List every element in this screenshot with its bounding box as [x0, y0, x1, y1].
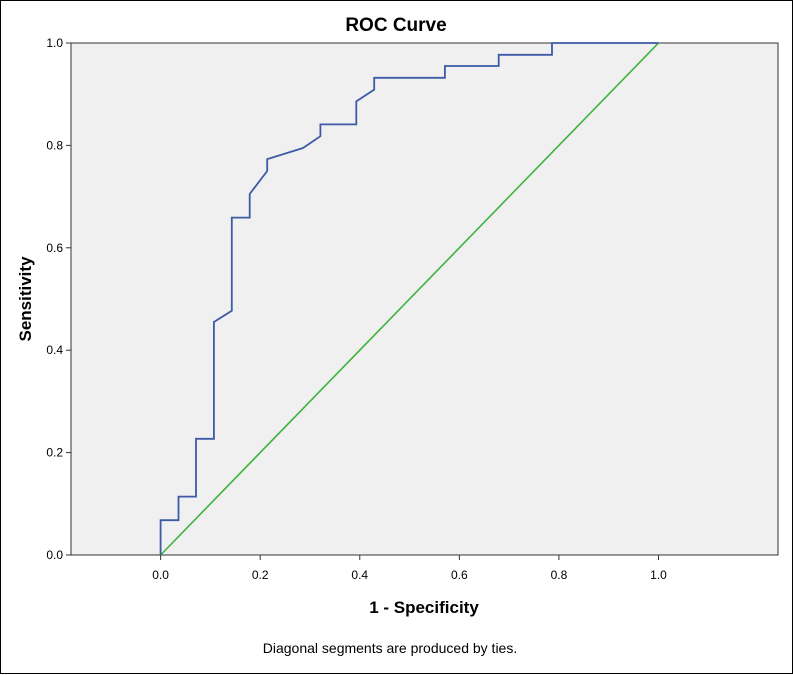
chart-title: ROC Curve — [345, 15, 446, 36]
y-tick-label: 0.0 — [46, 548, 63, 562]
y-tick-label: 0.4 — [46, 343, 63, 357]
roc-curve-line — [159, 42, 659, 555]
y-tick-label: 0.6 — [46, 241, 63, 255]
x-tick-label: 0.4 — [351, 568, 368, 582]
x-tick-label: 0.6 — [451, 568, 468, 582]
x-tick-label: 0.2 — [252, 568, 269, 582]
x-tick-label: 0.8 — [551, 568, 568, 582]
x-tick-label: 0.0 — [152, 568, 169, 582]
y-tick-label: 0.8 — [46, 138, 63, 152]
plot-area — [70, 42, 779, 556]
y-axis: 0.0 0.2 0.4 0.6 0.8 1.0 — [46, 36, 71, 562]
x-tick-label: 1.0 — [650, 568, 667, 582]
y-axis-title: Sensitivity — [16, 256, 35, 342]
y-tick-label: 0.2 — [46, 446, 63, 460]
chart-footnote: Diagonal segments are produced by ties. — [263, 640, 517, 656]
x-axis: 0.0 0.2 0.4 0.6 0.8 1.0 — [152, 555, 667, 582]
y-tick-label: 1.0 — [46, 36, 63, 50]
reference-diagonal-line — [160, 42, 660, 556]
x-axis-title: 1 - Specificity — [369, 598, 479, 617]
